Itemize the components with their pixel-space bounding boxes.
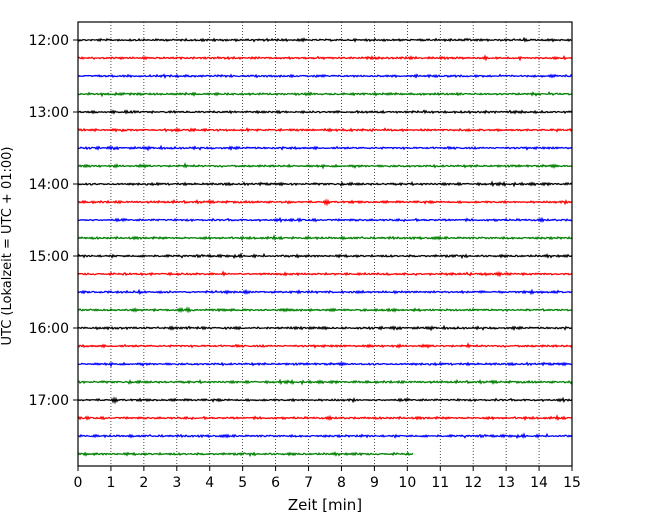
trace-line xyxy=(77,162,573,170)
trace-layer xyxy=(77,36,573,458)
plot-background xyxy=(78,22,572,466)
y-tick-label: 16:00 xyxy=(29,321,69,337)
x-tick-label: 6 xyxy=(271,475,280,491)
x-tick-label: 4 xyxy=(205,475,214,491)
x-tick-label: 12 xyxy=(464,475,482,491)
x-tick-label: 8 xyxy=(337,475,346,491)
trace-line xyxy=(77,252,573,260)
trace-line xyxy=(77,109,573,115)
trace-line xyxy=(77,234,573,242)
trace-line xyxy=(77,361,573,368)
x-tick-label: 10 xyxy=(398,475,416,491)
x-tick-label: 5 xyxy=(238,475,247,491)
x-tick-label: 7 xyxy=(304,475,313,491)
x-axis: 0 1 2 3 4 5 6 7 8 9 10 11 12 13 14 15 xyxy=(74,466,581,491)
x-tick-label: 0 xyxy=(74,475,83,491)
x-tick-label: 9 xyxy=(370,475,379,491)
x-tick-label: 11 xyxy=(431,475,449,491)
x-tick-label: 2 xyxy=(139,475,148,491)
trace-line xyxy=(77,324,573,332)
x-tick-label: 15 xyxy=(563,475,581,491)
y-tick-label: 12:00 xyxy=(29,33,69,49)
trace-line xyxy=(77,198,573,207)
trace-line xyxy=(77,342,573,349)
y-axis: 12:00 13:00 14:00 15:00 16:00 17:00 xyxy=(29,33,78,409)
x-tick-label: 1 xyxy=(106,475,115,491)
trace-line xyxy=(77,396,573,405)
grid-layer xyxy=(110,22,540,466)
trace-line xyxy=(77,270,573,278)
y-tick-label: 17:00 xyxy=(29,393,69,409)
trace-line xyxy=(77,36,573,43)
x-tick-label: 3 xyxy=(172,475,181,491)
trace-line xyxy=(77,216,573,224)
trace-line xyxy=(77,73,573,80)
x-axis-label: Zeit [min] xyxy=(288,496,362,514)
trace-line xyxy=(77,306,573,314)
x-tick-label: 14 xyxy=(530,475,548,491)
y-axis-label: UTC (Lokalzeit = UTC + 01:00) xyxy=(0,147,15,346)
trace-line xyxy=(77,91,573,98)
trace-line xyxy=(77,451,414,458)
y-tick-label: 15:00 xyxy=(29,249,69,265)
plot-frame xyxy=(77,21,573,467)
trace-line xyxy=(77,378,573,386)
y-tick-label: 14:00 xyxy=(29,177,69,193)
trace-line xyxy=(77,144,573,152)
trace-line xyxy=(77,180,573,188)
x-tick-label: 13 xyxy=(497,475,515,491)
trace-line xyxy=(77,414,573,422)
y-tick-label: 13:00 xyxy=(29,105,69,121)
trace-line xyxy=(77,127,573,133)
trace-line xyxy=(77,288,573,296)
trace-line xyxy=(77,54,573,62)
trace-line xyxy=(77,432,573,440)
